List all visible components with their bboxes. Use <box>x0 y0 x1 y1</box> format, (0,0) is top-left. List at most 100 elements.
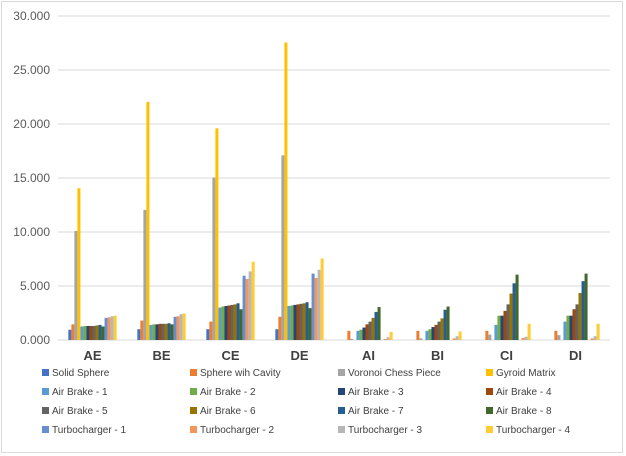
bar <box>251 261 255 340</box>
bar <box>179 314 183 340</box>
x-axis-ticks: AE BE CE DE AI BI CI DI <box>83 348 582 363</box>
bar <box>311 273 315 340</box>
legend-swatch <box>190 388 197 395</box>
bar <box>293 304 297 340</box>
bar <box>248 271 252 340</box>
legend-label: Turbocharger - 1 <box>52 425 127 436</box>
legend-swatch <box>338 369 345 376</box>
bar <box>83 325 87 340</box>
legend-swatch <box>190 407 197 414</box>
bar <box>101 326 105 340</box>
x-tick-label: DI <box>569 348 582 363</box>
x-tick-label: AI <box>362 348 375 363</box>
bar <box>98 324 102 340</box>
legend-swatch <box>42 426 49 433</box>
bar <box>584 273 588 340</box>
x-tick-label: CE <box>221 348 239 363</box>
legend-swatch <box>486 407 493 414</box>
bar <box>206 329 210 340</box>
bar <box>458 331 462 340</box>
bar <box>512 283 516 340</box>
legend-label: Air Brake - 8 <box>496 406 552 417</box>
bar <box>137 329 141 340</box>
legend-label: Air Brake - 3 <box>348 387 404 398</box>
bar <box>521 337 525 340</box>
bar <box>371 317 375 340</box>
bar <box>428 329 432 340</box>
bar <box>569 315 573 340</box>
bar <box>158 323 162 340</box>
bar <box>86 325 90 340</box>
bar <box>209 321 213 340</box>
bar <box>146 101 150 340</box>
bar <box>182 313 186 340</box>
bar <box>296 304 300 340</box>
y-tick-label: 20.000 <box>13 117 50 131</box>
bar <box>383 338 387 340</box>
bar <box>593 336 597 340</box>
bar <box>419 338 423 340</box>
bar <box>506 304 510 340</box>
legend-label: Air Brake - 2 <box>200 387 256 398</box>
bar <box>527 323 531 340</box>
bar <box>77 188 81 340</box>
y-tick-label: 0.000 <box>20 333 50 347</box>
bar <box>242 275 246 340</box>
bar <box>299 303 303 340</box>
bar <box>302 303 306 340</box>
bar <box>437 321 441 340</box>
bar <box>287 305 291 340</box>
bar <box>389 331 393 340</box>
bar <box>500 315 504 340</box>
bar <box>89 325 93 340</box>
legend-swatch <box>190 426 197 433</box>
bar <box>212 177 216 340</box>
bar <box>149 324 153 340</box>
bar <box>377 307 381 340</box>
bar <box>230 304 234 340</box>
bar <box>95 325 99 340</box>
bar <box>224 305 228 340</box>
bar <box>317 269 321 340</box>
legend-label: Air Brake - 4 <box>496 387 552 398</box>
bar <box>173 316 177 340</box>
legend-swatch <box>42 369 49 376</box>
y-tick-label: 30.000 <box>13 9 50 23</box>
y-tick-label: 25.000 <box>13 63 50 77</box>
legend-swatch <box>338 407 345 414</box>
bar <box>71 324 75 340</box>
legend-swatch <box>338 426 345 433</box>
legend-label: Air Brake - 5 <box>52 406 108 417</box>
bar <box>278 316 282 340</box>
legend-label: Solid Sphere <box>52 368 110 379</box>
bars <box>68 42 600 341</box>
bar <box>290 305 294 340</box>
legend-label: Air Brake - 7 <box>348 406 404 417</box>
bar <box>494 324 498 340</box>
bar <box>221 306 225 340</box>
legend-label: Air Brake - 6 <box>200 406 256 417</box>
bar <box>161 323 165 340</box>
bar <box>431 327 435 340</box>
bar <box>68 329 72 340</box>
bar <box>143 209 147 340</box>
legend-swatch <box>338 388 345 395</box>
legend-label: Sphere wih Cavity <box>200 368 281 379</box>
legend-label: Turbocharger - 2 <box>200 425 275 436</box>
bar <box>590 338 594 340</box>
legend-label: Voronoi Chess Piece <box>348 368 441 379</box>
bar <box>215 128 219 340</box>
y-tick-label: 5.000 <box>20 279 50 293</box>
legend-label: Gyroid Matrix <box>496 368 555 379</box>
legend: Solid Sphere Sphere wih Cavity Voronoi Che… <box>42 368 571 436</box>
bar <box>80 326 84 340</box>
bar <box>356 330 360 340</box>
bar <box>509 293 513 340</box>
x-tick-label: CI <box>500 348 513 363</box>
bar <box>596 323 600 340</box>
bar <box>167 323 171 340</box>
legend-label: Turbocharger - 4 <box>496 425 571 436</box>
bar <box>488 334 492 340</box>
y-tick-label: 10.000 <box>13 225 50 239</box>
